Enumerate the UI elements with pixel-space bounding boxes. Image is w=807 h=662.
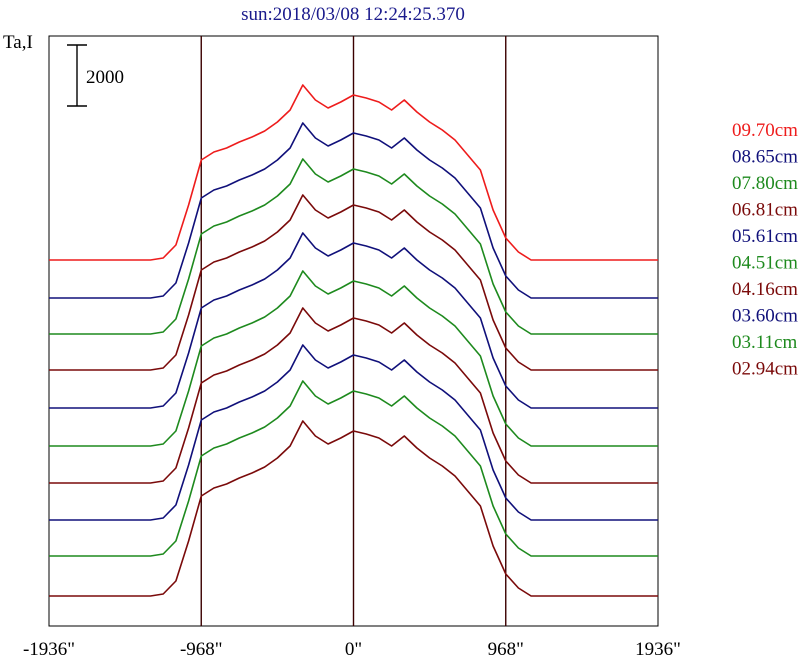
legend-entry-04.51cm: 04.51cm: [732, 253, 798, 274]
legend-entry-08.65cm: 08.65cm: [732, 147, 798, 168]
series-line-07.80cm: [49, 158, 658, 335]
series-line-05.61cm: [49, 232, 658, 409]
x-tick-label-3: 968": [488, 639, 524, 660]
x-tick-label-0: -1936": [23, 639, 75, 660]
legend-entry-07.80cm: 07.80cm: [732, 173, 798, 194]
series-line-03.11cm: [49, 380, 658, 557]
legend-entry-03.11cm: 03.11cm: [732, 332, 797, 353]
series-line-09.70cm: [49, 84, 658, 261]
legend-entry-04.16cm: 04.16cm: [732, 279, 798, 300]
x-tick-label-2: 0": [345, 639, 362, 660]
x-tick-label-4: 1936": [635, 639, 681, 660]
series-line-02.94cm: [49, 420, 658, 597]
chart-title: sun:2018/03/08 12:24:25.370: [241, 4, 465, 25]
y-axis-label: Ta,I: [3, 32, 33, 53]
legend: 09.70cm 08.65cm 07.80cm 06.81cm 05.61cm 04.51…: [732, 120, 798, 380]
x-tick-labels: -1936" -968" 0" 968" 1936": [23, 639, 681, 660]
series-line-03.60cm: [49, 344, 658, 521]
vertical-reference-lines: [200, 36, 507, 626]
series-lines: [49, 84, 658, 597]
scale-bar: [67, 44, 87, 107]
legend-entry-03.60cm: 03.60cm: [732, 306, 798, 327]
legend-entry-02.94cm: 02.94cm: [732, 359, 798, 380]
legend-entry-06.81cm: 06.81cm: [732, 200, 798, 221]
series-line-04.16cm: [49, 307, 658, 484]
legend-entry-09.70cm: 09.70cm: [732, 120, 798, 141]
series-line-06.81cm: [49, 194, 658, 371]
legend-entry-05.61cm: 05.61cm: [732, 226, 798, 247]
series-line-08.65cm: [49, 122, 658, 299]
scale-bar-label: 2000: [86, 67, 124, 88]
x-tick-label-1: -968": [180, 639, 223, 660]
series-line-04.51cm: [49, 270, 658, 447]
